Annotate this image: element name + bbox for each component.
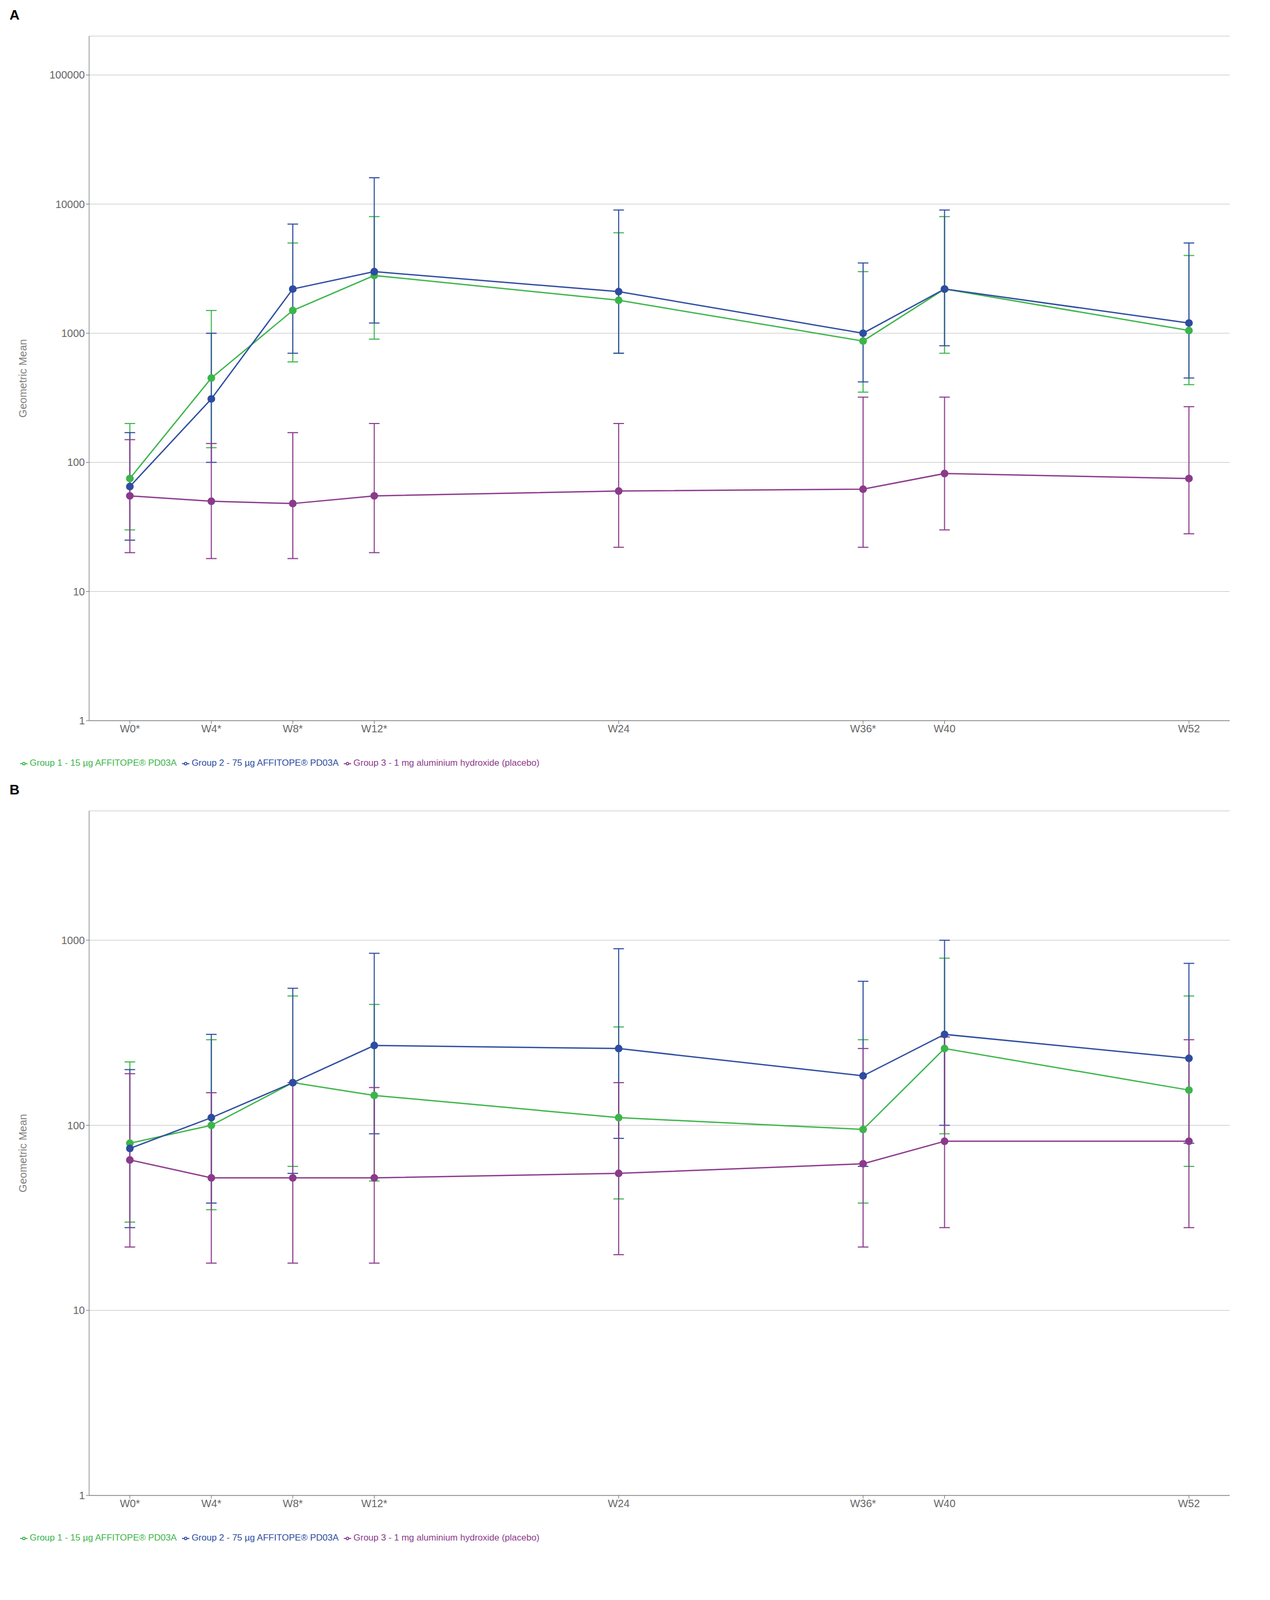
html-text:Group 1 - 15 µg AFFITOPE® PD03: Group 1 - 15 µg AFFITOPE® PD03A — [29, 1532, 177, 1543]
html-text:Group 1 - 15 µg AFFITOPE® PD03: Group 1 - 15 µg AFFITOPE® PD03A — [29, 757, 177, 768]
svg-text:W24: W24 — [607, 1497, 630, 1509]
svg-text:100: 100 — [67, 456, 85, 468]
svg-text:100: 100 — [67, 1119, 85, 1132]
svg-text:W12*: W12* — [361, 1497, 388, 1509]
svg-text:W36*: W36* — [849, 1497, 876, 1509]
svg-text:W8*: W8* — [282, 722, 303, 735]
html-text:A: A — [9, 6, 20, 23]
svg-text:W4*: W4* — [201, 722, 222, 735]
svg-text:100000: 100000 — [49, 68, 85, 81]
html-text:Group 2 - 75 µg AFFITOPE® PD03: Group 2 - 75 µg AFFITOPE® PD03A — [191, 1532, 339, 1543]
svg-text:W0*: W0* — [119, 1497, 141, 1509]
svg-text:10000: 10000 — [55, 198, 85, 211]
svg-text:10: 10 — [73, 585, 85, 598]
svg-text:W4*: W4* — [201, 1497, 222, 1509]
svg-text:10: 10 — [73, 1303, 85, 1316]
svg-text:W40: W40 — [933, 722, 956, 735]
html-text:Group 2 - 75 µg AFFITOPE® PD03: Group 2 - 75 µg AFFITOPE® PD03A — [191, 757, 339, 768]
html-text:Group 3 - 1 mg aluminium hydro: Group 3 - 1 mg aluminium hydroxide (plac… — [353, 757, 540, 768]
svg-text:1: 1 — [79, 714, 85, 727]
svg-text:W52: W52 — [1178, 722, 1200, 735]
svg-text:1000: 1000 — [61, 934, 86, 946]
svg-text:W8*: W8* — [282, 1497, 303, 1509]
svg-text:Geometric Mean: Geometric Mean — [16, 1113, 29, 1193]
html-text:Group 3 - 1 mg aluminium hydro: Group 3 - 1 mg aluminium hydroxide (plac… — [353, 1532, 540, 1543]
svg-text:W52: W52 — [1178, 1497, 1200, 1509]
svg-text:W24: W24 — [607, 722, 630, 735]
svg-text:W0*: W0* — [119, 722, 141, 735]
svg-text:W12*: W12* — [361, 722, 388, 735]
svg-text:1: 1 — [79, 1489, 85, 1501]
svg-text:W36*: W36* — [849, 722, 876, 735]
html-text:B: B — [9, 781, 20, 798]
svg-text:1000: 1000 — [61, 327, 86, 339]
svg-text:W40: W40 — [933, 1497, 956, 1509]
svg-text:Geometric Mean: Geometric Mean — [16, 338, 29, 418]
